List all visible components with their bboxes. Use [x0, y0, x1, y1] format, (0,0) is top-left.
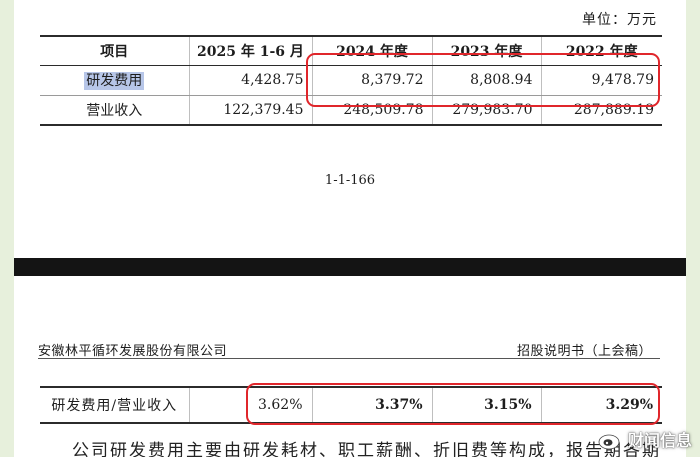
- weibo-icon: [598, 428, 624, 450]
- table-row-rd-ratio: 研发费用/营业收入 3.62% 3.37% 3.15% 3.29%: [40, 386, 662, 424]
- table-header-row: 项目 2025 年 1-6 月 2024 年度 2023 年度 2022 年度: [40, 35, 662, 66]
- page-divider: [14, 258, 686, 276]
- table-cell: 3.29%: [540, 386, 662, 424]
- unit-label: 单位：万元: [582, 12, 657, 28]
- column-header: 2024 年度: [311, 35, 432, 66]
- column-header: 2025 年 1-6 月: [188, 35, 312, 66]
- body-text-partial: 公司研发费用主要由研发耗材、职工薪酬、折旧费等构成，报告期各期: [72, 441, 661, 457]
- highlight-box-ratio: [246, 383, 660, 425]
- table-cell: 3.15%: [431, 386, 541, 424]
- page-number: 1-1-166: [324, 173, 376, 188]
- column-header: 2023 年度: [431, 35, 541, 66]
- financial-table: 项目 2025 年 1-6 月 2024 年度 2023 年度 2022 年度 …: [40, 35, 662, 126]
- table-cell: 122,379.45: [188, 95, 312, 126]
- watermark-text: 财闻信息: [627, 431, 692, 450]
- document-type: 招股说明书（上会稿）: [516, 344, 652, 359]
- ratio-table: 研发费用/营业收入 3.62% 3.37% 3.15% 3.29%: [40, 386, 662, 424]
- table-cell: 3.37%: [311, 386, 432, 424]
- table-row-rd-expense: 研发费用 4,428.75 8,379.72 8,808.94 9,478.79: [40, 65, 662, 96]
- table-row-revenue: 营业收入 122,379.45 248,509.78 279,983.70 28…: [40, 95, 662, 126]
- table-cell: 279,983.70: [431, 95, 541, 126]
- selected-text[interactable]: 研发费用: [84, 72, 145, 90]
- table-cell: 8,379.72: [311, 65, 432, 96]
- header-rule: [38, 358, 660, 359]
- company-name: 安徽林平循环发展股份有限公司: [38, 344, 228, 359]
- table-cell: 248,509.78: [311, 95, 432, 126]
- row-label-cell: 营业收入: [40, 95, 189, 126]
- table-cell: 4,428.75: [188, 65, 312, 96]
- column-header: 项目: [40, 35, 189, 66]
- column-header: 2022 年度: [540, 35, 662, 66]
- table-cell: 8,808.94: [431, 65, 541, 96]
- row-label-cell[interactable]: 研发费用: [40, 65, 189, 96]
- table-cell: 9,478.79: [540, 65, 662, 96]
- document-page-top: 单位：万元 项目 2025 年 1-6 月 2024 年度 2023 年度 20…: [14, 0, 686, 258]
- row-label-cell: 研发费用/营业收入: [40, 386, 189, 424]
- highlight-box-annual-rd: [306, 53, 660, 107]
- document-page-bottom: 安徽林平循环发展股份有限公司 招股说明书（上会稿） 研发费用/营业收入 3.62…: [14, 276, 686, 457]
- watermark: 财闻信息: [598, 427, 692, 451]
